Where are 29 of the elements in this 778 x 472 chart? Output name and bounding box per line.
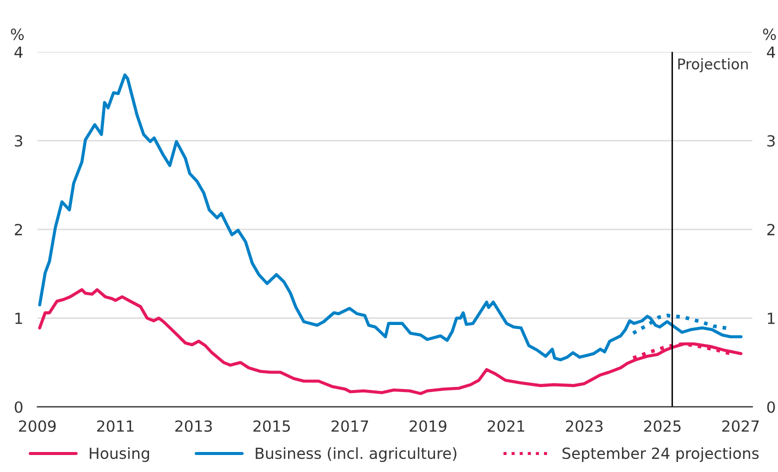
line-series <box>631 342 732 360</box>
y2-axis-title: % <box>763 28 776 40</box>
y-tick-label: 1 <box>15 312 22 324</box>
line-series <box>38 73 743 362</box>
x-tick-label: 2011 <box>97 420 134 432</box>
y2-tick-label: 0 <box>767 401 775 413</box>
ref-line-label: Projection <box>678 58 748 72</box>
line-series <box>38 288 743 396</box>
x-tick-label: 2021 <box>488 420 524 432</box>
x-tick-label: 2009 <box>19 420 56 432</box>
x-tick-label: 2015 <box>253 420 290 432</box>
legend-label: Business (incl. agriculture) <box>256 447 456 462</box>
legend-label: September 24 projections <box>562 447 759 462</box>
y-tick-label: 2 <box>14 224 22 236</box>
y2-tick-label: 1 <box>768 312 775 324</box>
x-tick-label: 2013 <box>175 420 212 432</box>
x-tick-label: 2025 <box>644 420 681 432</box>
x-tick-label: 2027 <box>722 420 759 432</box>
y-axis-title: % <box>10 28 24 40</box>
x-tick-label: 2017 <box>332 420 368 432</box>
y2-tick-label: 4 <box>766 46 776 58</box>
y-tick-label: 3 <box>14 135 22 147</box>
y-tick-label: 4 <box>14 46 23 58</box>
x-tick-label: 2019 <box>410 420 446 432</box>
y-tick-label: 0 <box>14 401 22 413</box>
y2-tick-label: 3 <box>767 135 775 147</box>
legend-label: Housing <box>90 447 150 462</box>
x-tick-label: 2023 <box>566 420 603 432</box>
y2-tick-label: 2 <box>767 224 774 236</box>
